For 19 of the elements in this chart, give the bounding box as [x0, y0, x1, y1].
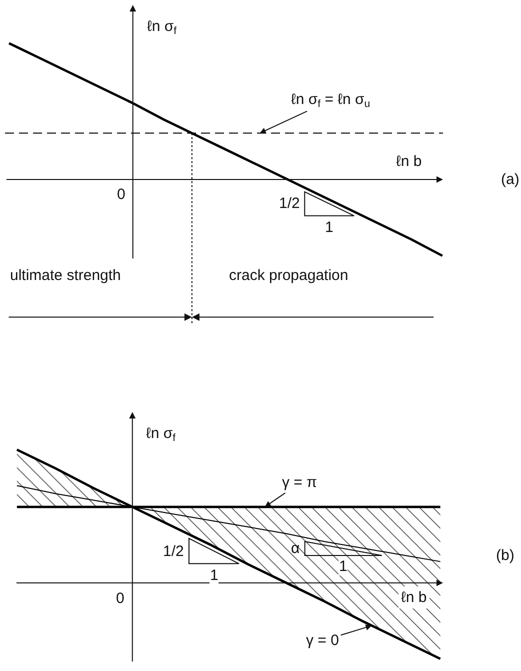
annotation: 1/2: [163, 543, 184, 560]
annotation: 1/2: [279, 195, 300, 212]
ref-line-label: ℓn σ$_{f}$ = ℓn σ$_{u}$: [291, 91, 370, 110]
annotation: 1: [339, 558, 348, 575]
y-axis-title: ℓn σ$_{f}$: [146, 425, 176, 444]
y-axis-title: ℓn σ$_{f}$: [147, 18, 177, 38]
series-label: γ = 0: [306, 632, 339, 649]
annotation: α: [291, 540, 300, 557]
annotation: 0: [117, 186, 126, 203]
x-axis-title: ℓn b: [396, 153, 422, 170]
annotation: 1: [325, 219, 334, 236]
x-axis-title: ℓn b: [401, 589, 427, 606]
series-label: γ = π: [282, 474, 317, 491]
text: crack propagation: [229, 267, 348, 284]
text: (a): [501, 171, 520, 188]
text: ultimate strength: [10, 267, 121, 284]
text: (b): [496, 547, 514, 564]
annotation: 1: [210, 567, 218, 584]
annotation: 0: [116, 590, 124, 607]
